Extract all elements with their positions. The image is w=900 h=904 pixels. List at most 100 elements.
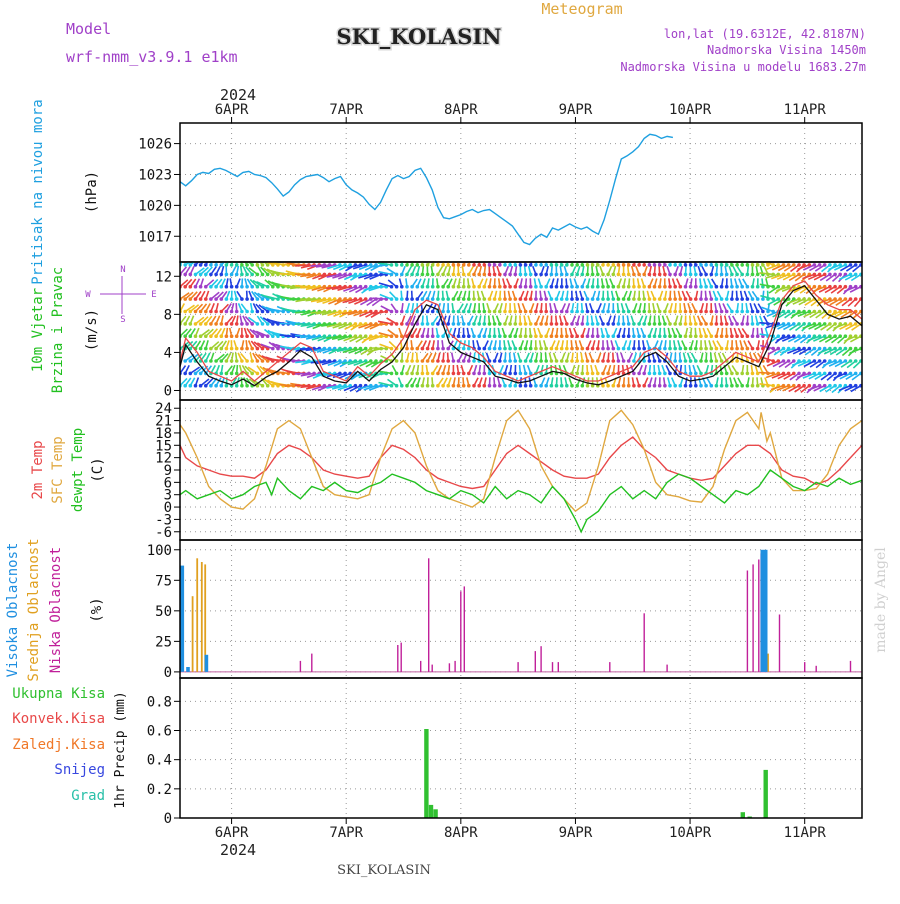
wind-arrow-head (441, 359, 445, 363)
wind-arrow-head (194, 285, 198, 289)
wind-arrow-head (802, 334, 806, 338)
wind-arrow-head (648, 384, 652, 388)
wind-arrow-head (735, 297, 739, 301)
wind-arrow-head (715, 273, 719, 277)
wind-arrow-head (183, 297, 187, 301)
wind-arrow-head (658, 263, 662, 267)
wind-arrow-head (405, 347, 409, 351)
wind-arrow-head (256, 285, 260, 289)
wind-arrow-head (746, 372, 750, 376)
wind-arrow-head (818, 359, 822, 363)
wind-arrow-head (472, 322, 476, 326)
wind-arrow-head (854, 359, 858, 363)
wind-arrow-head (751, 322, 755, 326)
wind-arrow-head (606, 334, 610, 338)
wind-arrow-head (477, 263, 481, 267)
wind-arrow-head (266, 273, 270, 277)
wind-arrow-head (730, 297, 734, 301)
wind-arrow-head (426, 372, 430, 376)
wind-arrow-head (488, 263, 492, 267)
wind-arrow-head (539, 273, 543, 277)
wind-arrow-head (777, 347, 781, 351)
wind-arrow-head (452, 285, 456, 289)
wind-arrow-head (849, 297, 853, 301)
wind-arrow-head (220, 297, 224, 301)
wind-arrow-head (539, 322, 543, 326)
wind-arrow-head (668, 310, 672, 314)
wind-arrow-head (514, 285, 518, 289)
wind-arrow-head (240, 334, 244, 338)
wind-arrow-head (488, 297, 492, 301)
cloud-y-tick-label: 100 (147, 543, 172, 559)
wind-arrow-head (715, 322, 719, 326)
wind-arrow-head (725, 347, 729, 351)
wind-arrow-head (854, 384, 858, 388)
wind-arrow-head (560, 285, 564, 289)
wind-arrow-head (730, 347, 734, 351)
wind-arrow-head (637, 310, 641, 314)
wind-arrow-head (668, 322, 672, 326)
wind-arrow-head (488, 285, 492, 289)
wind-arrow-head (498, 297, 502, 301)
wind-arrow-head (524, 273, 528, 277)
wind-arrow-head (606, 384, 610, 388)
wind-arrow-head (699, 347, 703, 351)
wind-arrow-head (663, 384, 667, 388)
wind-arrow-head (441, 285, 445, 289)
temp-y-tick-label: 24 (155, 401, 172, 417)
wind-arrow-head (756, 297, 760, 301)
wind-arrow-head (514, 263, 518, 267)
wind-arrow-head (519, 384, 523, 388)
wind-arrow-head (426, 384, 430, 388)
wind-arrow-head (416, 347, 420, 351)
wind-arrow-head (632, 285, 636, 289)
wind-arrow-head (751, 273, 755, 277)
wind-arrow-head (648, 372, 652, 376)
wind-arrow-head (637, 297, 641, 301)
wind-arrow-head (802, 384, 806, 388)
wind-arrow-head (225, 263, 229, 267)
wind-arrow-head (514, 359, 518, 363)
wind-arrow-head (740, 334, 744, 338)
wind-arrow-head (720, 285, 724, 289)
wind-arrow-head (204, 384, 208, 388)
wind-arrow-head (606, 297, 610, 301)
wind-arrow-head (622, 297, 626, 301)
wind-arrow-head (823, 372, 827, 376)
wind-arrow-head (746, 273, 750, 277)
wind-arrow-head (230, 263, 234, 267)
wind-arrow-head (240, 347, 244, 351)
wind-arrow-head (544, 285, 548, 289)
wind-arrow-head (746, 285, 750, 289)
wind-arrow-head (204, 297, 208, 301)
wind-arrow-head (194, 297, 198, 301)
wind-arrow-head (606, 372, 610, 376)
wind-arrow-head (467, 297, 471, 301)
wind-arrow-head (658, 384, 662, 388)
wind-arrow-head (225, 285, 229, 289)
wind-arrow-head (472, 273, 476, 277)
wind-arrow (280, 274, 294, 275)
wind-arrow-head (446, 285, 450, 289)
wind-arrow-head (653, 310, 657, 314)
wind-arrow-head (230, 372, 234, 376)
cloud-y-tick-label: 25 (155, 634, 172, 650)
wind-arrow-head (421, 372, 425, 376)
wind-arrow-head (658, 285, 662, 289)
wind-arrow-head (813, 347, 817, 351)
wind-arrow-head (498, 347, 502, 351)
wind-arrow-head (498, 273, 502, 277)
wind-arrow-head (849, 372, 853, 376)
wind-arrow-head (446, 347, 450, 351)
wind-arrow-head (199, 285, 203, 289)
wind-arrow-head (808, 297, 812, 301)
wind-arrow-head (462, 310, 466, 314)
precip-y-tick-label: 0.8 (147, 694, 172, 710)
footer-label: SKI_KOLASIN (337, 863, 431, 878)
wind-arrow-head (189, 285, 193, 289)
wind-arrow-head (730, 384, 734, 388)
wind-arrow-head (359, 334, 363, 338)
cloud-high-bar (186, 667, 190, 672)
wind-arrow-head (751, 263, 755, 267)
wind-arrow-head (627, 334, 631, 338)
